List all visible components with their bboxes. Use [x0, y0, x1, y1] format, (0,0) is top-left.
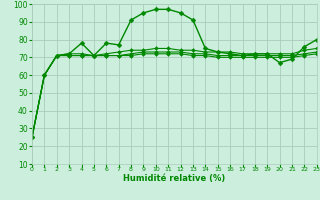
X-axis label: Humidité relative (%): Humidité relative (%)	[123, 174, 226, 183]
